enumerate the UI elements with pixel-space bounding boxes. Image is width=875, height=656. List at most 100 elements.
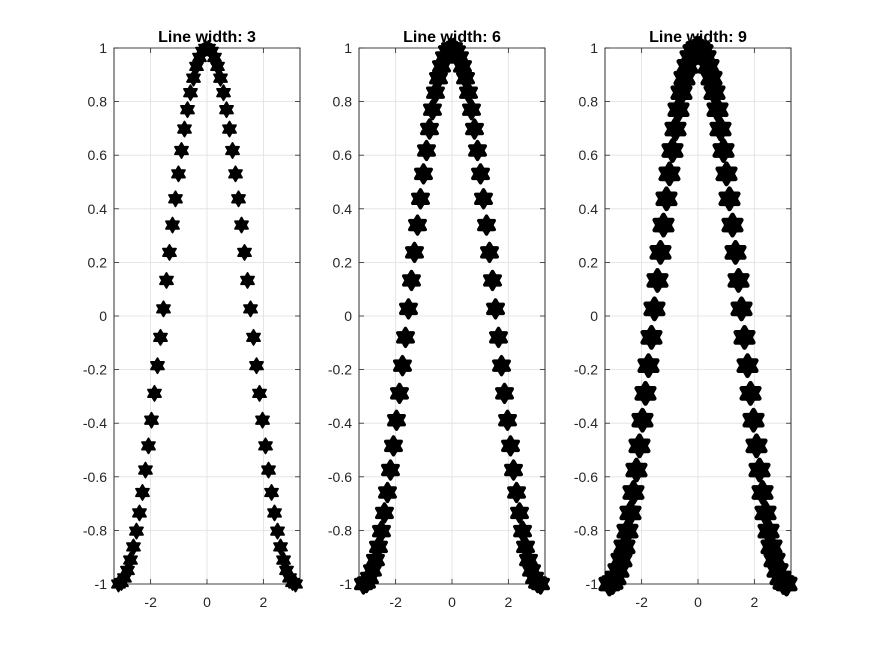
data-point-marker bbox=[369, 536, 388, 558]
data-point-marker bbox=[180, 101, 195, 119]
y-tick-label: -0.2 bbox=[574, 362, 598, 378]
data-point-marker bbox=[640, 324, 663, 350]
x-tick-label: -2 bbox=[389, 594, 402, 610]
data-point-marker bbox=[156, 300, 171, 318]
data-point-marker bbox=[249, 357, 264, 375]
data-point-marker bbox=[775, 571, 798, 597]
data-point-marker bbox=[712, 138, 735, 163]
y-tick-label: 0.8 bbox=[579, 94, 599, 110]
data-point-marker bbox=[715, 161, 738, 187]
data-point-marker bbox=[408, 214, 427, 236]
data-point-marker bbox=[138, 461, 153, 479]
data-point-marker bbox=[703, 80, 726, 106]
data-point-marker bbox=[742, 407, 765, 433]
data-point-marker bbox=[733, 324, 756, 350]
marker-series bbox=[598, 35, 798, 597]
data-point-marker bbox=[135, 484, 150, 501]
x-tick-label: 2 bbox=[259, 594, 267, 610]
subplot-2: -2 0 2 -1 -0.8 -0.6 -0.4 -0.2 0 0.2 0.4 0.6 0.8 1 Line… bbox=[328, 29, 550, 610]
data-point-marker bbox=[420, 118, 439, 140]
data-point-marker bbox=[727, 267, 750, 293]
data-point-marker bbox=[228, 165, 243, 183]
data-point-marker bbox=[709, 116, 732, 142]
y-tick-label: -0.4 bbox=[83, 415, 107, 431]
data-point-marker bbox=[381, 459, 400, 481]
y-tick-label: 0.4 bbox=[579, 201, 599, 217]
data-point-marker bbox=[661, 138, 684, 163]
y-tick-label: 0 bbox=[590, 308, 598, 324]
data-point-marker bbox=[664, 116, 687, 142]
y-tick-label: -0.8 bbox=[574, 522, 598, 538]
data-point-marker bbox=[745, 433, 768, 459]
y-tick-label: -0.6 bbox=[574, 469, 598, 485]
data-point-marker bbox=[417, 139, 436, 162]
y-tick-label: 0.4 bbox=[333, 201, 353, 217]
data-point-marker bbox=[216, 84, 231, 102]
data-point-marker bbox=[631, 407, 654, 433]
data-point-marker bbox=[147, 384, 162, 402]
data-point-marker bbox=[396, 326, 415, 349]
y-tick-label: -1 bbox=[340, 576, 353, 592]
data-point-marker bbox=[477, 214, 496, 236]
data-point-marker bbox=[501, 435, 520, 457]
y-tick-label: 0.6 bbox=[88, 147, 108, 163]
data-point-marker bbox=[402, 269, 421, 292]
data-point-marker bbox=[724, 239, 747, 265]
data-point-marker bbox=[459, 82, 478, 104]
data-point-marker bbox=[480, 241, 499, 264]
data-point-marker bbox=[219, 101, 234, 119]
data-point-marker bbox=[643, 296, 666, 322]
data-point-marker bbox=[492, 355, 511, 377]
data-point-marker bbox=[507, 481, 526, 504]
data-point-marker bbox=[213, 69, 228, 87]
data-point-marker bbox=[126, 538, 141, 556]
y-tick-label: -0.2 bbox=[83, 362, 107, 378]
data-point-marker bbox=[489, 326, 508, 349]
data-point-marker bbox=[258, 437, 273, 455]
data-point-marker bbox=[718, 186, 741, 212]
x-tick-label: 2 bbox=[504, 594, 512, 610]
data-point-marker bbox=[471, 163, 490, 185]
y-tick-label: 0.6 bbox=[333, 147, 353, 163]
data-point-marker bbox=[652, 212, 675, 238]
data-point-marker bbox=[144, 411, 159, 429]
data-point-marker bbox=[273, 538, 288, 556]
data-point-marker bbox=[634, 380, 657, 406]
x-tick-label: 0 bbox=[203, 594, 211, 610]
y-tick-label: 1 bbox=[590, 40, 598, 56]
data-point-marker bbox=[414, 163, 433, 185]
data-point-marker bbox=[390, 382, 409, 405]
data-point-marker bbox=[510, 502, 529, 524]
data-point-marker bbox=[255, 411, 270, 429]
data-point-marker bbox=[399, 298, 418, 320]
y-tick-label: -0.4 bbox=[574, 415, 598, 431]
data-point-marker bbox=[655, 186, 678, 212]
y-tick-label: 0.2 bbox=[333, 254, 353, 270]
data-point-marker bbox=[405, 241, 424, 264]
data-point-marker bbox=[462, 99, 481, 121]
data-point-marker bbox=[177, 120, 192, 138]
data-point-marker bbox=[288, 575, 303, 593]
data-point-marker bbox=[706, 97, 729, 123]
data-point-marker bbox=[159, 272, 174, 289]
data-point-marker bbox=[141, 437, 156, 455]
y-tick-label: -0.8 bbox=[328, 522, 352, 538]
data-point-marker bbox=[243, 300, 258, 318]
data-point-marker bbox=[474, 188, 493, 210]
subplot-title: Line width: 3 bbox=[158, 29, 256, 46]
y-tick-label: -0.6 bbox=[328, 469, 352, 485]
y-tick-label: 0.6 bbox=[579, 147, 599, 163]
data-point-marker bbox=[646, 267, 669, 293]
data-point-marker bbox=[234, 216, 249, 234]
data-point-marker bbox=[486, 298, 505, 320]
data-point-marker bbox=[132, 504, 147, 522]
data-point-marker bbox=[730, 296, 753, 322]
x-tick-label: -2 bbox=[635, 594, 648, 610]
data-point-marker bbox=[123, 551, 138, 569]
y-tick-label: 0.8 bbox=[333, 94, 353, 110]
x-tick-label: 2 bbox=[750, 594, 758, 610]
y-tick-label: 0.8 bbox=[88, 94, 108, 110]
data-point-marker bbox=[222, 120, 237, 138]
data-point-marker bbox=[498, 409, 517, 431]
